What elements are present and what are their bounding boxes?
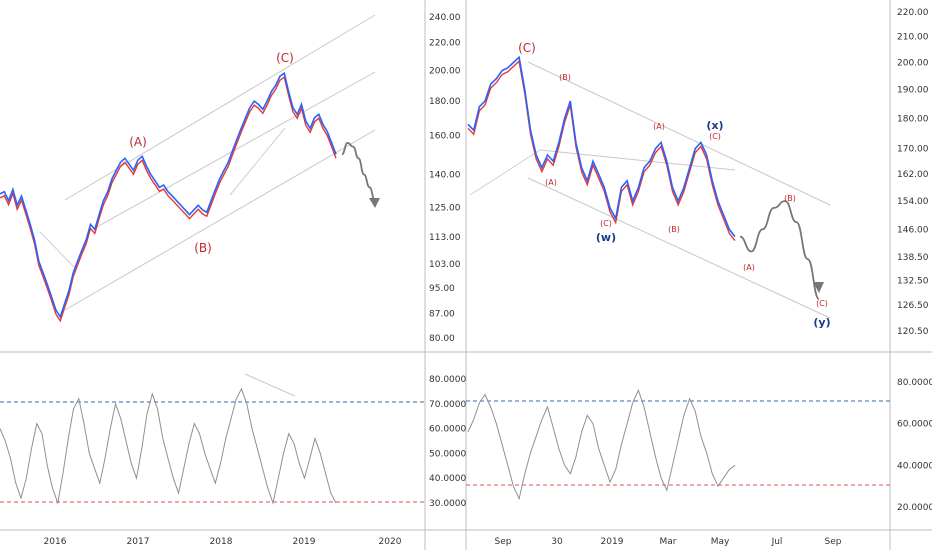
right-wave-label: (C) [600,219,612,228]
left-forecast-arrow [341,141,376,202]
left-rsi-y-axis: 80.0000 70.0000 60.0000 50.0000 40.0000 30.00… [429,375,466,509]
left-x-tick-label: 2020 [379,537,402,547]
left-rsi-line [0,387,337,505]
left-channel-lines [39,14,376,311]
left-price-line [0,71,337,319]
right-forecast-arrow [739,200,820,300]
right-rsi-y-tick-label: 20.0000 [897,503,932,513]
right-wave-label: (C) [709,132,721,141]
right-forecast-arrowhead [813,282,824,293]
left-rsi-y-tick-label: 60.0000 [429,425,466,435]
right-wave-label: (A) [653,122,665,131]
left-rsi-y-tick-label: 30.0000 [429,499,466,509]
left-price-y-tick-label: 200.00 [429,66,461,76]
left-price-y-tick-label: 95.00 [429,284,455,294]
right-rsi-y-tick-label: 60.0000 [897,420,932,430]
right-wave-label: (B) [668,225,680,234]
left-forecast-arrowhead [369,198,380,208]
right-wave-label: (x) [706,119,723,132]
left-price-y-tick-label: 180.00 [429,97,461,107]
right-x-tick-label: Mar [660,537,677,547]
right-wave-label: (C) [518,41,536,55]
left-price-y-tick-label: 125.00 [429,204,461,214]
right-price-y-axis: 220.00 210.00 200.00 190.00 180.00 170.00 162.… [897,8,929,337]
left-ma-line [39,231,76,269]
left-rsi-y-tick-label: 70.0000 [429,400,466,410]
right-price-y-tick-label: 200.00 [897,59,929,69]
right-rsi-y-tick-label: 80.0000 [897,378,932,388]
right-price-line [467,55,736,238]
right-rsi-panel: 80.0000 60.0000 40.0000 20.0000 [466,378,932,513]
left-rsi-trendline [244,373,296,397]
right-price-y-tick-label: 180.00 [897,114,929,124]
left-wave-labels: (A) (B) (C) [129,51,294,255]
right-channel-middle [539,149,736,171]
right-wave-label: (C) [816,299,828,308]
left-x-tick-label: 2019 [293,537,316,547]
right-price-shadow-line [467,59,736,242]
right-wave-label: (A) [743,263,755,272]
right-wave-labels: (C)(B)(A)(C)(w)(A)(B)(x)(C)(A)(B)(C)(y) [518,41,830,329]
right-rsi-y-tick-label: 40.0000 [897,461,932,471]
right-rsi-y-axis: 80.0000 60.0000 40.0000 20.0000 [897,378,932,513]
left-ma-line-2 [229,127,286,196]
right-price-y-tick-label: 190.00 [897,86,929,96]
left-price-y-tick-label: 240.00 [429,13,461,23]
left-wave-label: (B) [194,241,212,255]
left-x-tick-label: 2018 [210,537,233,547]
right-price-y-tick-label: 210.00 [897,33,929,43]
right-wave-label: (B) [559,73,571,82]
right-x-tick-label: 2019 [601,537,624,547]
left-price-panel: 240.00 220.00 200.00 180.00 160.00 140.00 125.… [0,13,461,344]
left-rsi-y-tick-label: 80.0000 [429,375,466,385]
left-channel-upper [64,14,376,201]
right-price-y-tick-label: 126.50 [897,301,929,311]
left-time-axis: 2016 2017 2018 2019 2020 [44,537,402,547]
left-wave-label: (A) [129,135,147,149]
right-wave-label: (B) [784,194,796,203]
right-price-y-tick-label: 154.00 [897,197,929,207]
left-x-tick-label: 2017 [127,537,150,547]
right-rsi-line [467,388,736,501]
right-price-y-tick-label: 138.50 [897,253,929,263]
right-wave-label: (w) [596,231,616,244]
left-channel-lower [64,129,376,311]
right-x-tick-label: May [711,537,730,547]
right-price-y-tick-label: 170.00 [897,145,929,155]
right-price-y-tick-label: 162.00 [897,170,929,180]
left-price-y-tick-label: 140.00 [429,171,461,181]
left-price-y-tick-label: 87.00 [429,310,455,320]
right-ma-line [469,149,541,196]
right-channel-lines [469,61,831,319]
right-price-y-tick-label: 132.50 [897,277,929,287]
right-x-tick-label: Sep [495,537,512,547]
right-price-y-tick-label: 220.00 [897,8,929,18]
left-price-y-tick-label: 160.00 [429,132,461,142]
left-price-y-tick-label: 103.00 [429,260,461,270]
right-time-axis: Sep 30 2019 Mar May Jul Sep [495,537,842,547]
right-wave-label: (A) [545,178,557,187]
left-x-tick-label: 2016 [44,537,67,547]
left-rsi-y-tick-label: 50.0000 [429,449,466,459]
right-x-tick-label: Sep [825,537,842,547]
right-channel-upper [527,61,831,206]
left-price-y-tick-label: 220.00 [429,38,461,48]
left-wave-label: (C) [276,51,294,65]
left-price-y-axis: 240.00 220.00 200.00 180.00 160.00 140.00 125.… [429,13,461,344]
left-price-shadow-line [0,76,337,323]
right-price-y-tick-label: 146.00 [897,225,929,235]
left-rsi-y-tick-label: 40.0000 [429,474,466,484]
right-price-panel: 220.00 210.00 200.00 190.00 180.00 170.00 162.… [467,8,929,337]
left-rsi-panel: 80.0000 70.0000 60.0000 50.0000 40.0000 30.00… [0,373,466,509]
right-x-tick-label: Jul [771,537,783,547]
right-channel-lower [527,177,831,319]
right-wave-label: (y) [813,316,830,329]
left-price-y-tick-label: 80.00 [429,334,455,344]
left-price-y-tick-label: 113.00 [429,233,461,243]
right-price-y-tick-label: 120.50 [897,327,929,337]
right-x-tick-label: 30 [551,537,563,547]
